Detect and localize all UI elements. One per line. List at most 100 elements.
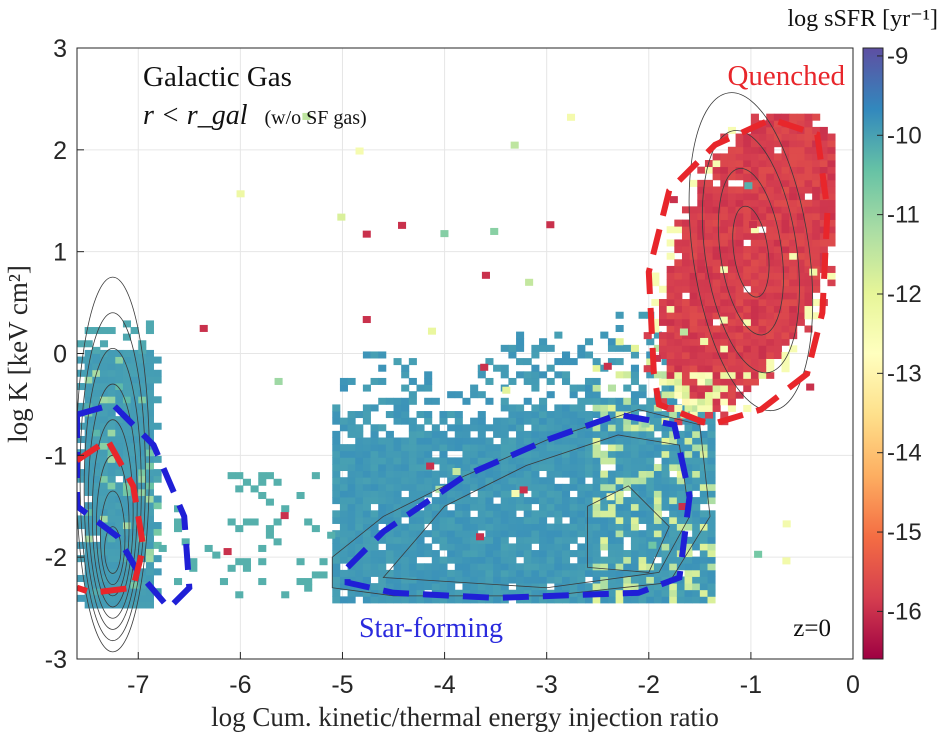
heatmap-cell xyxy=(462,444,471,452)
heatmap-cell xyxy=(554,569,563,577)
heatmap-cell xyxy=(766,160,775,168)
heatmap-cell xyxy=(385,450,394,458)
heatmap-cell xyxy=(115,601,124,609)
heatmap-cell xyxy=(689,179,698,187)
heatmap-cell xyxy=(789,265,798,273)
heatmap-cell xyxy=(508,411,517,419)
heatmap-cell xyxy=(623,477,632,485)
heatmap-cell xyxy=(431,556,440,564)
heatmap-cell xyxy=(653,477,662,485)
heatmap-cell xyxy=(546,463,555,472)
heatmap-cell xyxy=(646,589,655,597)
heatmap-cell xyxy=(393,404,402,412)
heatmap-cell xyxy=(138,455,147,463)
heatmap-cell xyxy=(99,548,109,556)
heatmap-cell xyxy=(107,555,116,563)
heatmap-cell xyxy=(689,279,698,287)
heatmap-cell xyxy=(424,430,433,438)
heatmap-cell xyxy=(99,449,109,457)
heatmap-cell xyxy=(77,356,86,364)
heatmap-cell xyxy=(77,383,86,391)
heatmap-cell xyxy=(758,232,767,240)
heatmap-cell xyxy=(750,312,759,320)
heatmap-cell xyxy=(827,232,836,240)
heatmap-cell xyxy=(615,437,624,445)
heatmap-cell xyxy=(699,550,708,558)
heatmap-cell xyxy=(766,312,775,320)
heatmap-cell xyxy=(539,424,548,432)
heatmap-cell xyxy=(653,331,662,339)
heatmap-cell xyxy=(812,126,821,134)
heatmap-cell xyxy=(804,146,813,154)
heatmap-cell xyxy=(523,530,532,538)
heatmap-cell xyxy=(569,424,578,432)
heatmap-cell xyxy=(681,272,691,280)
heatmap-cell xyxy=(115,541,124,549)
heatmap-cell xyxy=(812,226,821,234)
heatmap-cell xyxy=(362,576,371,584)
heatmap-cell xyxy=(393,397,402,405)
heatmap-cell xyxy=(393,457,402,465)
heatmap-cell xyxy=(138,581,147,589)
heatmap-cell xyxy=(720,305,729,313)
heatmap-cell xyxy=(659,318,668,326)
heatmap-cell xyxy=(258,491,267,500)
heatmap-cell xyxy=(766,292,775,300)
heatmap-cell xyxy=(666,365,675,373)
heatmap-cell xyxy=(393,411,402,419)
heatmap-cell xyxy=(107,541,116,549)
heatmap-cell xyxy=(539,576,548,584)
heatmap-cell xyxy=(523,536,532,544)
heatmap-cell xyxy=(378,351,387,359)
heatmap-cell xyxy=(630,497,639,505)
heatmap-cell xyxy=(454,417,463,425)
heatmap-cell xyxy=(653,483,662,491)
heatmap-cell xyxy=(339,457,348,465)
heatmap-cell xyxy=(630,377,639,385)
heatmap-cell xyxy=(638,510,647,518)
heatmap-cell xyxy=(720,232,729,240)
heatmap-cell xyxy=(592,550,601,558)
heatmap-cell xyxy=(750,179,759,187)
heatmap-cell xyxy=(819,239,828,247)
heatmap-cell xyxy=(781,358,790,366)
heatmap-cell xyxy=(508,510,517,518)
heatmap-cell xyxy=(424,417,433,425)
heatmap-cell xyxy=(669,497,678,505)
heatmap-cell xyxy=(661,583,670,591)
heatmap-cell xyxy=(370,430,379,438)
heatmap-cell xyxy=(439,411,448,419)
heatmap-cell xyxy=(531,550,540,558)
heatmap-cell xyxy=(431,576,440,584)
heatmap-cell xyxy=(669,437,678,445)
heatmap-cell xyxy=(600,404,609,412)
heatmap-cell xyxy=(674,418,683,426)
heatmap-cell xyxy=(592,510,601,518)
heatmap-cell xyxy=(600,543,609,551)
heatmap-cell xyxy=(697,265,706,273)
heatmap-cell xyxy=(378,563,387,571)
heatmap-cell xyxy=(630,576,639,584)
heatmap-cell xyxy=(653,589,662,597)
heatmap-cell xyxy=(485,523,494,531)
heatmap-cell xyxy=(258,558,267,566)
heatmap-cell xyxy=(804,113,813,121)
heatmap-cell xyxy=(227,564,236,572)
heatmap-cell xyxy=(773,299,782,307)
heatmap-cell xyxy=(408,377,417,385)
heatmap-cell xyxy=(562,483,571,491)
heatmap-cell xyxy=(758,365,767,373)
heatmap-cell xyxy=(750,252,759,260)
heatmap-cell xyxy=(401,463,410,472)
heatmap-cell xyxy=(666,312,675,320)
heatmap-cell xyxy=(676,556,685,564)
heatmap-cell xyxy=(115,594,124,602)
heatmap-cell xyxy=(796,153,805,161)
heatmap-cell xyxy=(697,398,706,406)
y-tick-label: 0 xyxy=(53,341,67,369)
heatmap-cell xyxy=(508,503,517,511)
heatmap-cell xyxy=(750,173,759,181)
heatmap-cell xyxy=(355,437,364,445)
heatmap-cell xyxy=(562,411,571,419)
heatmap-cell xyxy=(416,596,425,604)
